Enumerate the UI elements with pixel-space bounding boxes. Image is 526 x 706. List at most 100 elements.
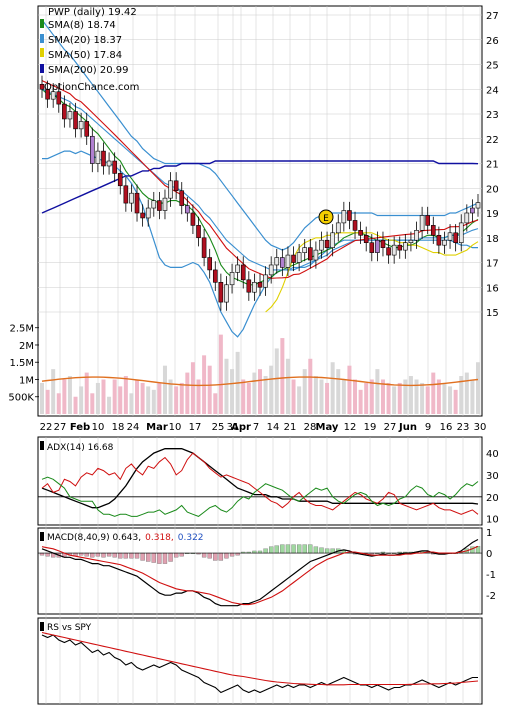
candle-body: [263, 274, 268, 288]
candle-body: [84, 121, 90, 137]
volume-bar: [79, 386, 84, 414]
candle-body: [39, 84, 45, 90]
candle-body: [430, 225, 436, 236]
candle-body: [442, 239, 447, 246]
volume-bar: [135, 379, 140, 414]
volume-bar: [269, 365, 274, 414]
volume-bar: [358, 389, 363, 414]
candle-body: [291, 254, 296, 263]
trend-line-red: [41, 80, 479, 279]
legend-swatch-sma8: [40, 19, 44, 28]
legend-sma8: SMA(8) 18.74: [48, 20, 116, 31]
rs-average-line: [41, 631, 479, 686]
candle-body: [168, 180, 173, 199]
macd-title-swatch: [40, 532, 44, 541]
rs-panel-frame: [37, 617, 483, 705]
indicator-titles: ADX(14) 16.68 MACD(8,40,9) 0.643, 0.318, 0…: [40, 441, 204, 633]
time-tick-label: 28: [304, 422, 317, 433]
macd-histogram-bar: [179, 552, 184, 557]
candle-body: [280, 257, 285, 268]
macd-panel-frame: [37, 527, 483, 615]
candle-body: [397, 244, 403, 251]
macd-histogram-bar: [90, 552, 95, 558]
time-tick-label: Feb: [70, 422, 90, 433]
candle-body: [285, 254, 291, 268]
price-tick-label: 25: [486, 61, 499, 72]
candle-body: [335, 222, 341, 234]
volume-bar: [280, 338, 285, 414]
time-tick-label: Jun: [398, 422, 417, 433]
volume-bar: [62, 379, 67, 414]
legend-sma50: SMA(50) 17.84: [48, 50, 122, 61]
macd-histogram-bar: [101, 552, 106, 558]
volume-bar: [408, 376, 413, 414]
volume-bar: [414, 379, 419, 414]
candle-body: [369, 242, 375, 253]
volume-average-line: [41, 376, 479, 387]
price-tick-label: 24: [486, 85, 499, 96]
macd-histogram-bar: [263, 548, 268, 554]
candle-body: [464, 212, 470, 224]
candle-body: [117, 173, 123, 187]
time-tick-label: 25: [212, 422, 225, 433]
candle-body: [151, 200, 157, 209]
volume-bar: [123, 376, 128, 414]
volume-bar: [95, 382, 100, 414]
legend-sma20: SMA(20) 18.37: [48, 35, 122, 46]
adx-title: ADX(14) 16.68: [47, 443, 114, 453]
candle-body: [78, 121, 84, 130]
price-tick-label: 17: [486, 259, 499, 270]
candle-body: [95, 150, 101, 164]
candle-body: [67, 111, 73, 120]
volume-tick-label: 2.5M: [9, 324, 34, 335]
candle-body: [380, 239, 386, 248]
volume-bar: [157, 382, 162, 414]
adx-tick-label: 40: [486, 449, 499, 460]
macd-histogram-bar: [140, 552, 145, 561]
macd-histogram-bar: [112, 552, 117, 558]
macd-tick-label: -2: [486, 591, 496, 602]
candle-body: [352, 220, 358, 231]
volume-bar: [319, 379, 324, 414]
volume-bar: [313, 376, 318, 414]
rs-title: RS vs SPY: [47, 623, 92, 633]
candle-body: [475, 202, 481, 209]
candle-body: [196, 225, 201, 239]
volume-bar: [174, 386, 179, 414]
watermark: OptionChance.com: [44, 82, 139, 93]
macd-tick-label: 0: [486, 549, 492, 560]
volume-bar: [330, 362, 335, 414]
candle-body: [129, 192, 134, 204]
time-tick-label: Apr: [231, 422, 251, 433]
candle-body: [274, 257, 280, 266]
volume-bar: [67, 376, 72, 414]
time-tick-label: 19: [364, 422, 377, 433]
chart-legend: PWP (daily) 19.42 SMA(8) 18.74 SMA(20) 1…: [40, 7, 139, 93]
grid-lines: [38, 6, 482, 704]
volume-bar: [179, 382, 184, 414]
chart-title: PWP (daily) 19.42: [48, 7, 137, 18]
legend-sma200: SMA(200) 20.99: [48, 65, 129, 76]
volume-bar: [224, 358, 229, 414]
macd-histogram-bar: [157, 552, 162, 564]
volume-bar: [252, 372, 257, 414]
candle-body: [229, 272, 235, 286]
macd-histogram-bar: [118, 552, 123, 559]
candle-body: [330, 232, 335, 248]
volume-bar: [190, 362, 195, 414]
candle-body: [436, 234, 442, 246]
macd-hist-value: 0.322: [178, 533, 204, 543]
price-tick-label: 27: [486, 11, 499, 22]
volume-bar: [297, 386, 302, 414]
volume-bar: [218, 334, 223, 414]
volume-bar: [107, 396, 112, 414]
macd-histogram-bar: [146, 552, 151, 562]
macd-histogram-bar: [162, 552, 168, 564]
volume-bar: [459, 376, 464, 414]
macd-histogram-bar: [302, 544, 307, 554]
volume-bar: [162, 365, 167, 414]
candle-body: [347, 210, 352, 221]
volume-bar: [403, 379, 408, 414]
volume-bar: [369, 379, 374, 414]
